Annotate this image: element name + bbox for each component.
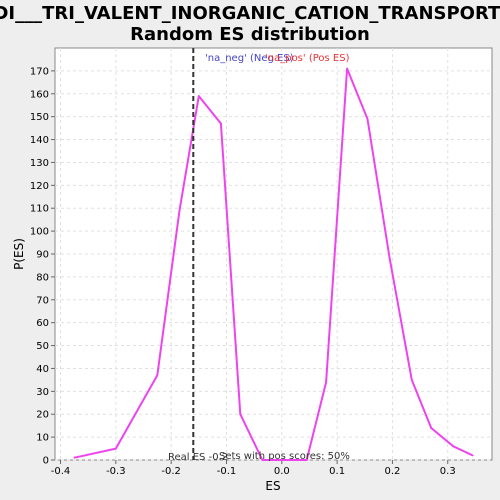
series-point xyxy=(178,209,181,212)
series-point xyxy=(114,447,117,450)
y-tick-label: 40 xyxy=(36,364,49,375)
series-point xyxy=(410,378,413,381)
y-axis-label: P(ES) xyxy=(12,238,26,270)
y-tick-label: 130 xyxy=(30,158,49,169)
series-point xyxy=(346,67,348,70)
x-tick-label: -0.1 xyxy=(217,466,237,477)
series-point xyxy=(325,381,327,384)
series-point xyxy=(305,459,308,461)
series-point xyxy=(452,445,455,448)
x-tick-label: -0.2 xyxy=(161,466,181,477)
x-tick-label: 0.1 xyxy=(329,466,345,477)
legend-pos-label: 'na_pos' (Pos ES) xyxy=(265,53,350,64)
y-tick-label: 160 xyxy=(30,89,49,100)
series-point xyxy=(197,95,200,97)
series-point xyxy=(73,456,76,459)
series-point xyxy=(388,257,391,260)
real-es-label: Real ES -0.2 xyxy=(168,452,228,463)
y-axis: 0 10 20 30 40 50 60 70 80 90 100 110 120 130 140 150 160… xyxy=(30,66,55,467)
series-point xyxy=(471,454,474,457)
y-tick-label: 150 xyxy=(30,112,49,123)
y-tick-label: 70 xyxy=(36,295,49,306)
chart-title-line2: Random ES distribution xyxy=(130,24,370,45)
y-tick-label: 10 xyxy=(36,433,49,444)
y-tick-label: 60 xyxy=(36,318,49,329)
series-point xyxy=(430,427,433,429)
y-tick-label: 90 xyxy=(36,250,49,261)
y-tick-label: 100 xyxy=(30,227,49,238)
y-tick-label: 80 xyxy=(36,272,49,283)
series-point xyxy=(261,459,264,461)
x-tick-label: 0.0 xyxy=(274,466,290,477)
y-tick-label: 20 xyxy=(36,410,49,421)
series-point xyxy=(220,122,222,125)
chart-title-line1: DI___TRI_VALENT_INORGANIC_CATION_TRANSPO… xyxy=(0,3,500,24)
y-tick-label: 0 xyxy=(43,456,49,467)
series-point xyxy=(239,413,242,416)
x-axis: -0.4 -0.3 -0.2 -0.1 0.0 0.1 0.2 0.3 xyxy=(51,460,456,477)
x-tick-label: 0.3 xyxy=(440,466,456,477)
y-tick-label: 110 xyxy=(30,204,49,215)
y-tick-label: 120 xyxy=(30,181,49,192)
x-axis-label: ES xyxy=(265,479,280,493)
y-tick-label: 30 xyxy=(36,387,49,398)
pos-scores-label: Sets with pos scores: 50% xyxy=(219,451,350,462)
x-tick-label: -0.3 xyxy=(106,466,126,477)
y-tick-label: 140 xyxy=(30,135,49,146)
series-point xyxy=(283,459,286,461)
series-line xyxy=(74,67,474,461)
series-layer xyxy=(73,67,474,461)
x-tick-label: -0.4 xyxy=(51,466,71,477)
grid-lines xyxy=(55,48,492,461)
legend-neg-label: 'na_neg' (Neg ES) xyxy=(205,53,294,64)
x-tick-label: 0.2 xyxy=(384,466,400,477)
y-tick-label: 50 xyxy=(36,341,49,352)
series-point xyxy=(156,374,159,377)
series-point xyxy=(366,118,369,120)
y-tick-label: 170 xyxy=(30,66,49,77)
